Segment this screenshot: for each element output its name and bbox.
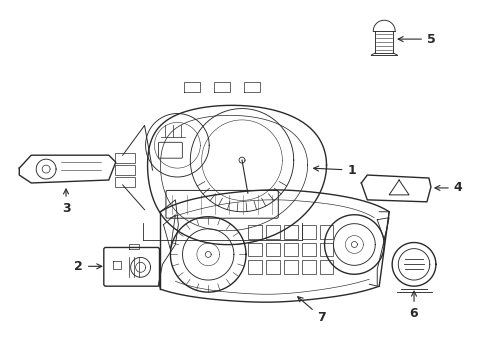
Bar xyxy=(319,260,333,274)
Text: 3: 3 xyxy=(61,189,70,215)
Text: 6: 6 xyxy=(409,291,418,320)
Bar xyxy=(247,260,262,274)
Bar xyxy=(301,260,315,274)
Bar xyxy=(301,243,315,256)
Text: 2: 2 xyxy=(74,260,102,273)
Text: 7: 7 xyxy=(297,297,325,324)
Bar xyxy=(283,243,297,256)
Bar xyxy=(283,225,297,239)
Bar xyxy=(247,225,262,239)
Bar xyxy=(319,225,333,239)
Bar xyxy=(247,243,262,256)
Text: 4: 4 xyxy=(434,181,462,194)
Bar xyxy=(265,260,279,274)
Bar xyxy=(265,243,279,256)
Bar xyxy=(265,225,279,239)
Bar xyxy=(283,260,297,274)
Text: 1: 1 xyxy=(313,163,355,176)
Bar xyxy=(319,243,333,256)
Text: 5: 5 xyxy=(397,33,435,46)
Bar xyxy=(301,225,315,239)
